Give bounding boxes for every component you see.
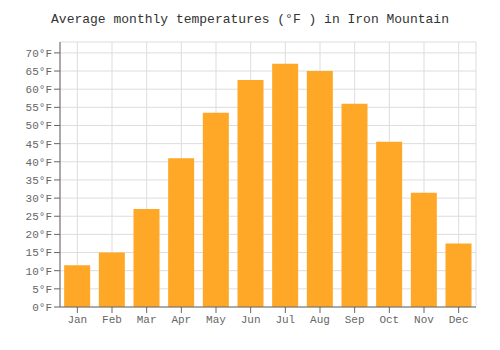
svg-text:Oct: Oct	[379, 314, 399, 326]
svg-text:20°F: 20°F	[26, 229, 52, 241]
svg-text:35°F: 35°F	[26, 175, 52, 187]
svg-text:Nov: Nov	[414, 314, 434, 326]
svg-text:55°F: 55°F	[26, 102, 52, 114]
svg-text:Jul: Jul	[275, 314, 295, 326]
svg-text:Apr: Apr	[171, 314, 191, 326]
svg-text:30°F: 30°F	[26, 193, 52, 205]
svg-text:65°F: 65°F	[26, 66, 52, 78]
svg-text:Sep: Sep	[345, 314, 365, 326]
svg-text:25°F: 25°F	[26, 211, 52, 223]
svg-text:50°F: 50°F	[26, 120, 52, 132]
html-text:Average monthly temperatures (: Average monthly temperatures (°F ) in Ir…	[51, 12, 449, 27]
svg-text:Aug: Aug	[310, 314, 330, 326]
svg-text:10°F: 10°F	[26, 266, 52, 278]
svg-text:Mar: Mar	[137, 314, 157, 326]
svg-text:Feb: Feb	[102, 314, 122, 326]
svg-text:40°F: 40°F	[26, 157, 52, 169]
svg-text:70°F: 70°F	[26, 48, 52, 60]
svg-text:60°F: 60°F	[26, 84, 52, 96]
svg-text:Jun: Jun	[241, 314, 261, 326]
svg-text:0°F: 0°F	[32, 302, 52, 314]
svg-text:Dec: Dec	[449, 314, 469, 326]
svg-text:15°F: 15°F	[26, 247, 52, 259]
svg-text:Jan: Jan	[67, 314, 87, 326]
svg-text:5°F: 5°F	[32, 284, 52, 296]
svg-text:45°F: 45°F	[26, 139, 52, 151]
svg-text:May: May	[206, 314, 226, 326]
